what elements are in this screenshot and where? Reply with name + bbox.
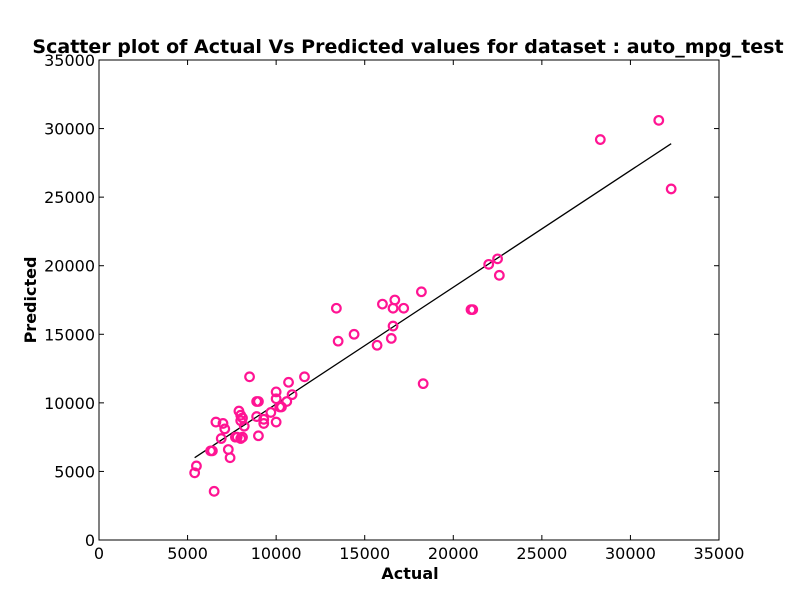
data-point [217,418,229,429]
data-point [467,304,479,316]
x-axis: 0 5000 10000 15000 20000 25000 30000 35000 [94,60,745,563]
data-point [219,423,231,435]
data-point [265,407,277,418]
data-point [483,258,495,270]
plot-frame [98,59,720,541]
data-point [377,298,388,310]
data-point [253,430,264,442]
data-point [299,371,310,383]
data-point [215,433,227,444]
data-point [258,413,270,425]
data-point [283,376,294,388]
data-point [492,253,503,265]
x-tick-label: 20000 [428,544,479,563]
data-point [348,328,360,340]
data-point [270,386,282,398]
y-tick-label: 15000 [44,325,95,344]
x-tick-label: 15000 [339,544,390,563]
y-tick-label: 30000 [44,120,95,139]
data-point [385,333,397,344]
plot-area [189,114,677,497]
data-point [281,396,293,407]
y-axis: 0 5000 10000 15000 20000 25000 30000 35000 [44,51,719,550]
data-point [253,396,264,407]
regression-line [194,143,672,459]
data-point [276,401,287,413]
data-point [206,445,218,457]
data-point [208,485,220,497]
y-tick-label: 20000 [44,257,95,276]
y-tick-label: 35000 [44,51,95,70]
data-point [594,134,606,145]
data-point [238,420,250,432]
data-point [270,416,282,428]
data-point [387,320,399,332]
y-tick-label: 10000 [44,394,95,413]
y-tick-label: 25000 [44,188,95,207]
x-tick-label: 25000 [516,544,567,563]
data-point [286,389,298,401]
data-point [210,416,222,428]
data-point [371,339,383,351]
data-point [416,286,427,298]
data-point [332,335,344,347]
data-point [189,467,201,479]
chart-title: Scatter plot of Actual Vs Predicted valu… [32,36,783,58]
data-point [653,114,665,126]
data-point [258,418,270,429]
data-point [665,183,677,195]
x-tick-label: 30000 [605,544,656,563]
data-point [330,302,342,314]
data-point [398,302,410,314]
data-point [493,269,505,281]
y-tick-label: 0 [85,531,95,550]
x-tick-label: 35000 [694,544,745,563]
data-point [389,294,401,306]
data-point [191,460,202,472]
x-axis-title: Actual [381,564,438,583]
y-axis-title: Predicted [21,257,40,344]
y-tick-label: 5000 [54,462,95,481]
data-point [224,452,236,464]
x-tick-label: 10000 [251,544,302,563]
x-tick-label: 0 [94,544,104,563]
data-point [417,378,429,390]
x-tick-label: 5000 [167,544,208,563]
data-point [237,431,248,443]
data-point [244,371,255,383]
